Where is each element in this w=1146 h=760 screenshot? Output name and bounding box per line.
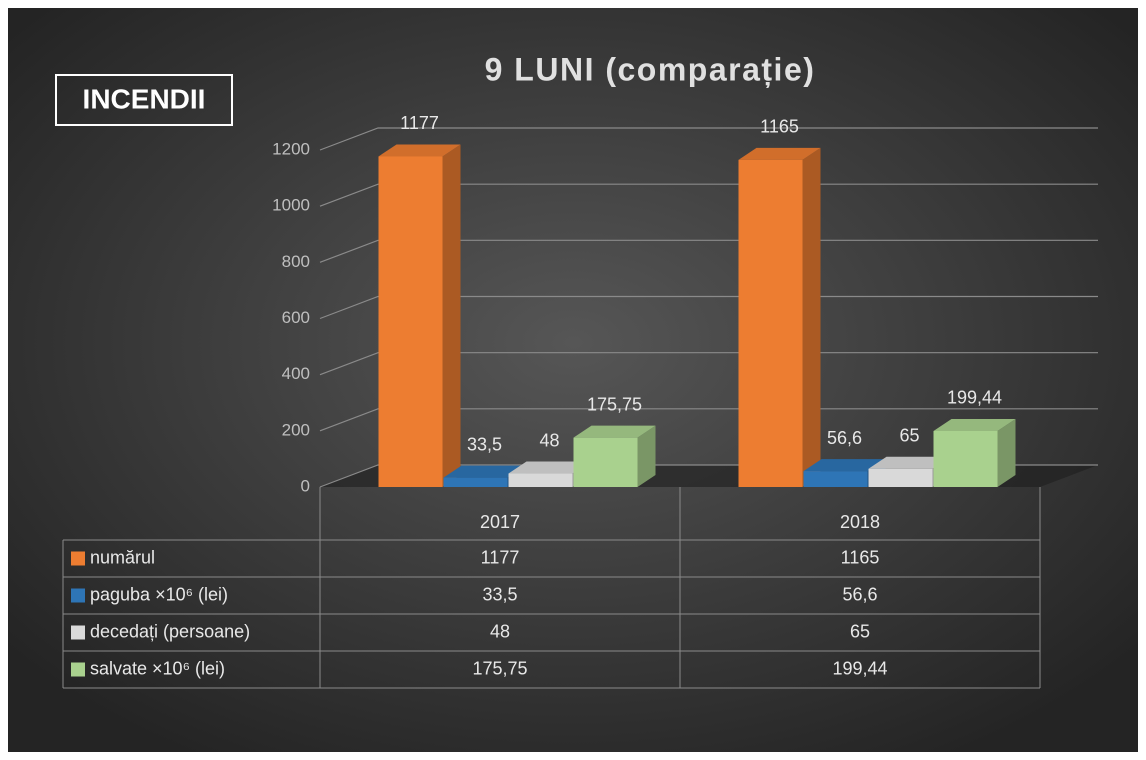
bar [868, 468, 933, 487]
legend-label: salvate ×10⁶ (lei) [90, 658, 225, 678]
y-tick-label: 1000 [272, 196, 310, 215]
bar-side [802, 147, 821, 487]
bar [508, 473, 573, 487]
bar-top [443, 465, 526, 478]
bar [378, 156, 443, 487]
grid-line [319, 352, 1098, 376]
grid-line [319, 239, 1098, 263]
table-cell: 1165 [841, 547, 880, 567]
bar-side [637, 425, 656, 487]
y-tick-label: 1200 [272, 139, 310, 158]
legend-swatch [71, 625, 85, 640]
bar [573, 437, 638, 487]
data-label: 1165 [760, 117, 799, 137]
data-label: 56,6 [827, 428, 862, 448]
legend-swatch [71, 588, 85, 603]
background [8, 8, 1138, 752]
bar-top [868, 456, 951, 469]
data-label: 48 [539, 430, 559, 450]
legend-swatch [71, 551, 85, 566]
bar-side [442, 144, 461, 487]
grid-line [319, 408, 1098, 432]
y-tick-label: 600 [282, 308, 310, 327]
bar [803, 471, 868, 487]
table-cell: 33,5 [482, 584, 517, 604]
data-label: 65 [899, 425, 919, 445]
legend-swatch [71, 662, 85, 677]
table-cell: 65 [850, 621, 870, 641]
bar-top [933, 418, 1016, 431]
bar-top [573, 425, 656, 438]
y-tick-label: 200 [282, 420, 310, 439]
y-tick-label: 400 [282, 364, 310, 383]
badge-box [55, 74, 233, 126]
x-tick-label: 2018 [840, 512, 880, 532]
table-cell: 48 [490, 621, 510, 641]
bar-top [378, 144, 461, 157]
bar-top [508, 461, 591, 474]
bar-top [738, 147, 821, 160]
chart-title: 9 LUNI (comparație) [485, 51, 816, 87]
bar-side [997, 418, 1016, 487]
legend-label: decedați (persoane) [90, 621, 250, 641]
bar [443, 477, 508, 487]
data-label: 1177 [400, 113, 439, 133]
y-tick-label: 800 [282, 252, 310, 271]
table-cell: 175,75 [472, 658, 527, 678]
grid-line [319, 183, 1098, 207]
table-cell: 199,44 [832, 658, 887, 678]
grid-line [319, 127, 1098, 151]
table-cell: 56,6 [842, 584, 877, 604]
legend-label: paguba ×10⁶ (lei) [90, 584, 228, 604]
bar-top [803, 459, 886, 472]
data-label: 33,5 [467, 434, 502, 454]
data-label: 199,44 [947, 388, 1002, 408]
bar [933, 430, 998, 487]
bar [738, 159, 803, 487]
grid-line [319, 295, 1098, 320]
x-tick-label: 2017 [480, 512, 520, 532]
data-label: 175,75 [587, 394, 642, 414]
table-cell: 1177 [481, 547, 520, 567]
badge: INCENDII [83, 83, 206, 114]
y-tick-label: 0 [301, 476, 310, 495]
legend-label: numărul [90, 547, 155, 567]
